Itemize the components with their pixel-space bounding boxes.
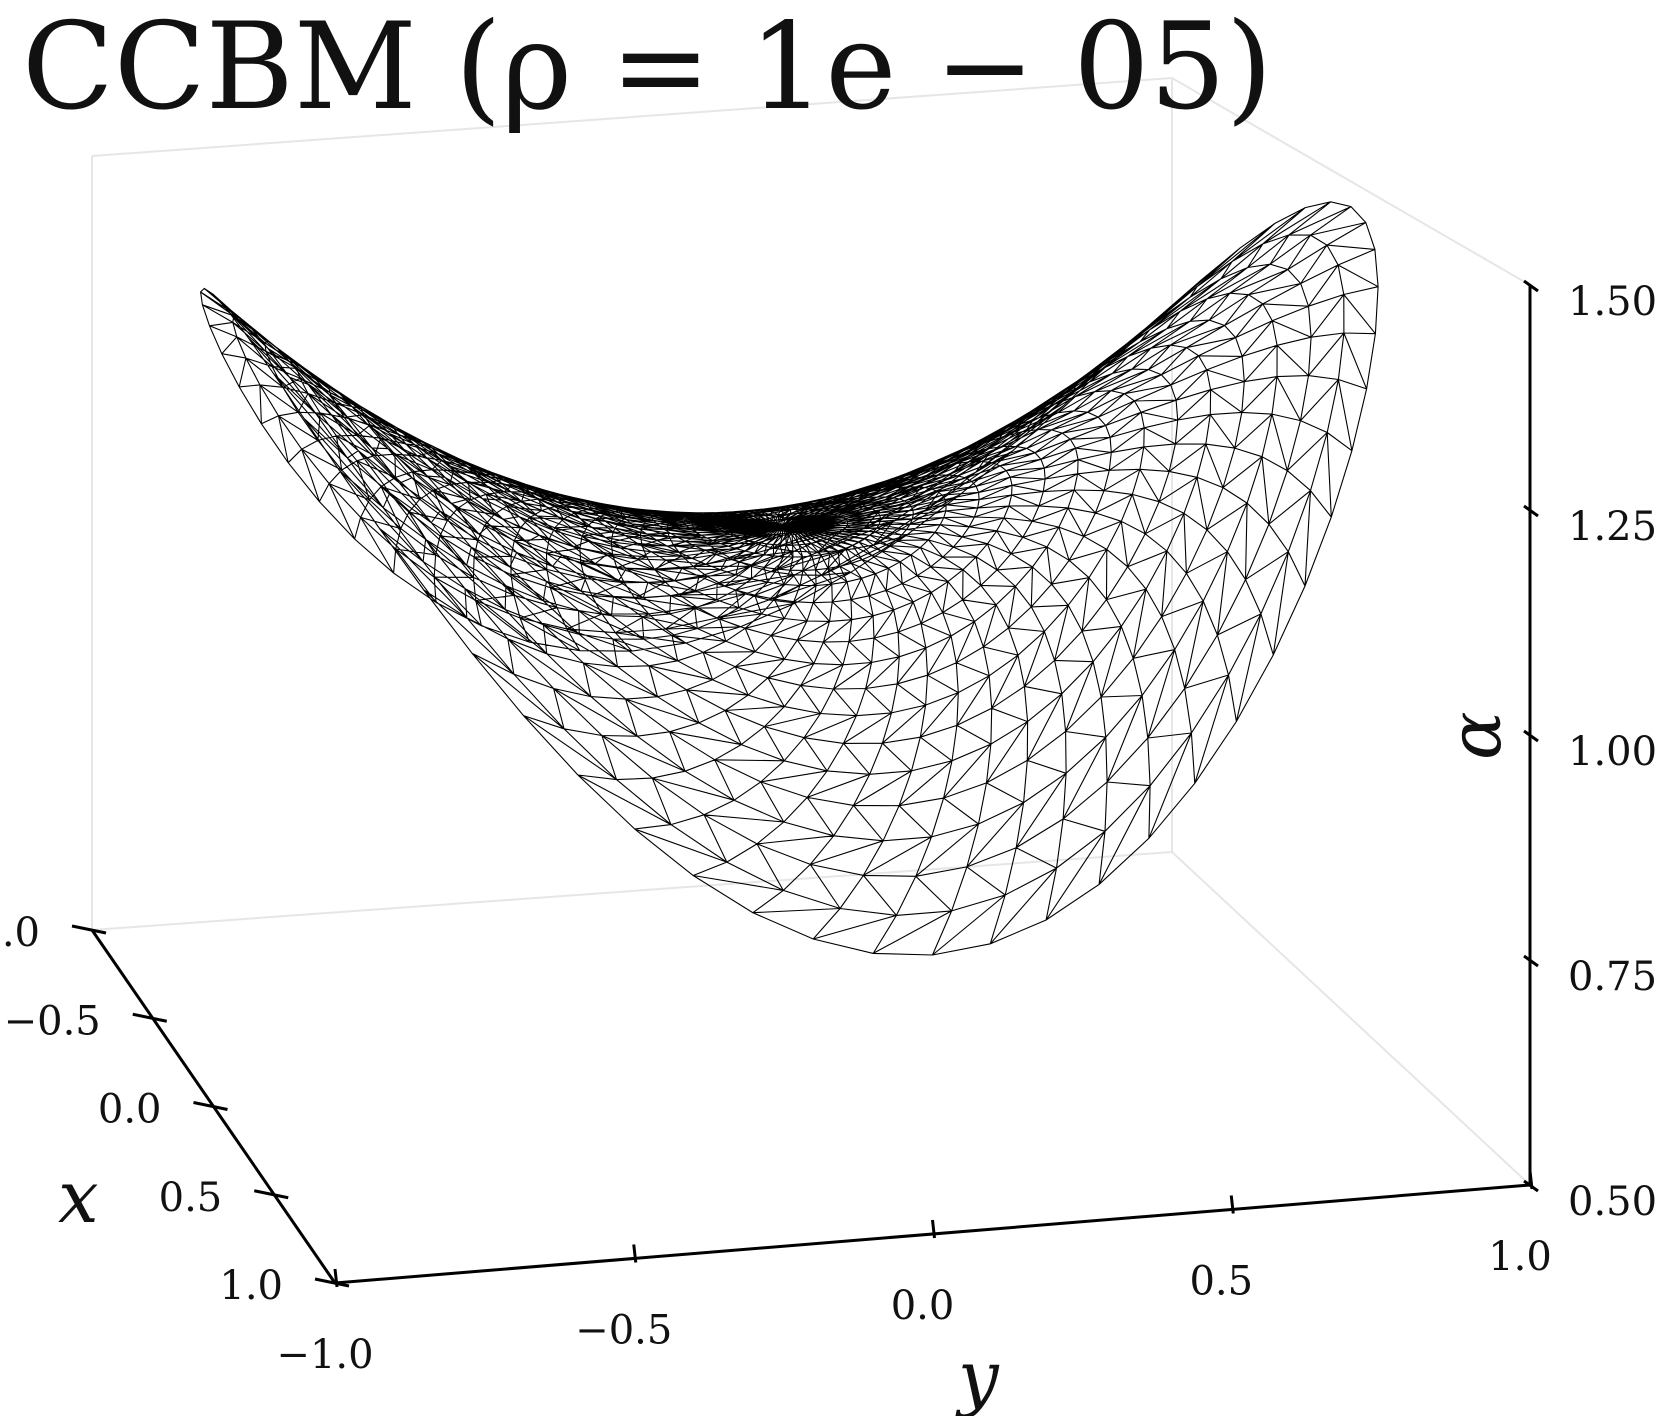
z-tick xyxy=(1523,279,1539,293)
z-tick-label: 1.00 xyxy=(1568,729,1657,775)
y-tick xyxy=(333,1268,339,1288)
y-tick-label: −0.5 xyxy=(575,1308,672,1354)
z-tick-label: 1.50 xyxy=(1568,279,1657,325)
z-axis-label: α xyxy=(1433,711,1517,760)
x-tick xyxy=(71,924,107,935)
surface-mesh xyxy=(200,201,1379,956)
z-tick xyxy=(1523,729,1539,743)
z-tick-label: 1.25 xyxy=(1568,504,1657,550)
z-tick xyxy=(1523,954,1539,968)
x-tick xyxy=(132,1012,168,1023)
z-tick-label: 0.75 xyxy=(1568,954,1657,1000)
pane-outlines xyxy=(91,76,1531,1186)
x-tick-label: 1.0 xyxy=(219,1263,283,1309)
tick-labels: −1.0 −0.5 0.0 0.5 1.0 −1.0 −0.5 0.0 0.5 1.0 0.50 0.… xyxy=(0,279,1657,1378)
y-axis-label: y xyxy=(955,1335,1000,1416)
x-tick-label: −0.5 xyxy=(4,998,101,1044)
z-tick-label: 0.50 xyxy=(1568,1179,1657,1225)
floor-pane-edge xyxy=(91,850,1531,1186)
x-tick xyxy=(253,1189,289,1200)
z-tick xyxy=(1523,504,1539,518)
y-tick-label: 1.0 xyxy=(1488,1234,1552,1280)
x-tick xyxy=(314,1277,350,1288)
surface-wireframe xyxy=(200,201,1379,956)
y-tick xyxy=(1229,1195,1235,1214)
x-axis-label: x xyxy=(58,1155,99,1239)
y-tick xyxy=(632,1244,638,1263)
y-tick-label: 0.5 xyxy=(1189,1259,1253,1305)
z-tick xyxy=(1523,1179,1539,1193)
x-tick-label: −1.0 xyxy=(0,910,40,956)
axes xyxy=(71,279,1539,1288)
y-tick xyxy=(931,1219,936,1239)
y-tick-label: −1.0 xyxy=(276,1332,373,1378)
chart-title: CCBM (ρ = 1e − 05) xyxy=(22,0,1273,137)
y-axis-line xyxy=(334,1183,1531,1285)
x-tick-label: 0.5 xyxy=(159,1175,223,1221)
x-tick-label: 0.0 xyxy=(98,1087,162,1133)
x-tick xyxy=(193,1101,228,1111)
y-tick-label: 0.0 xyxy=(891,1283,955,1329)
